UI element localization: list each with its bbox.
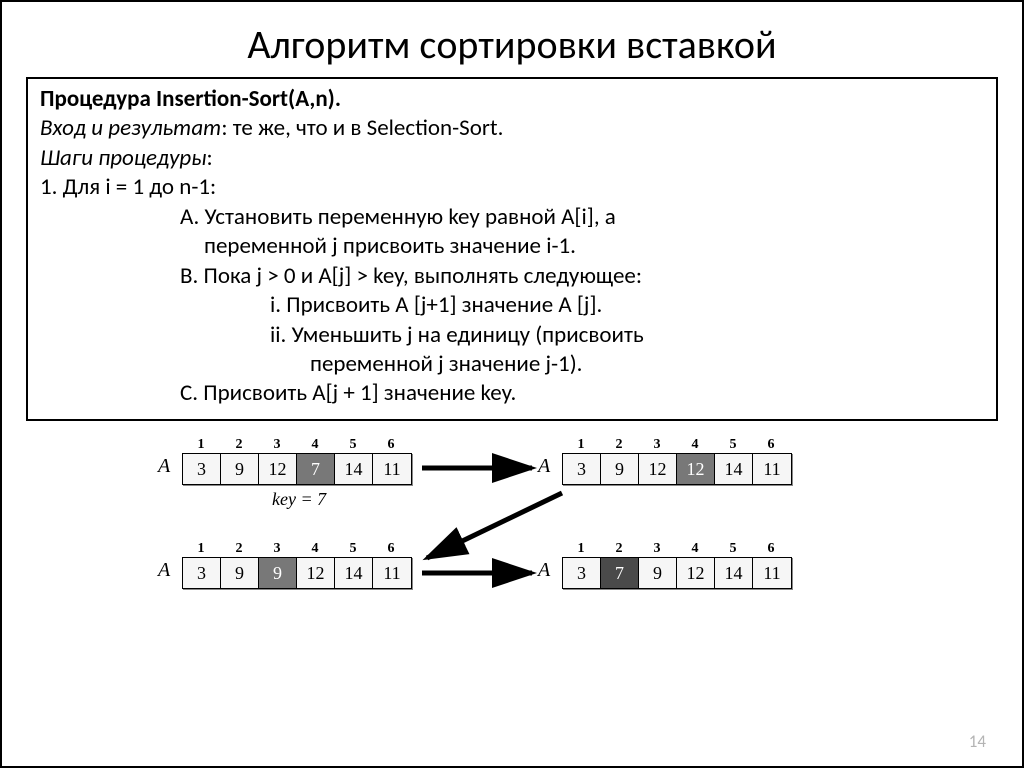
array-cell: 11 <box>753 454 791 484</box>
index-row: 123456 <box>562 437 792 453</box>
index-cell: 2 <box>220 437 258 453</box>
array-cell: 14 <box>715 454 753 484</box>
array-cell: 3 <box>563 454 601 484</box>
index-cell: 1 <box>562 437 600 453</box>
array-label: A <box>158 559 170 582</box>
array-br: A123456379121411 <box>562 541 792 589</box>
io-text: : те же, что и в Selection-Sort. <box>221 114 503 142</box>
array-cell: 14 <box>335 558 373 588</box>
array-tr: A1234563912121411 <box>562 437 792 485</box>
array-cell: 11 <box>373 454 411 484</box>
index-cell: 2 <box>600 437 638 453</box>
insertion-sort-diagram: A123456391271411 A1234563912121411 A1234… <box>132 433 892 623</box>
index-cell: 4 <box>296 541 334 557</box>
steps-label: Шаги процедуры <box>40 144 207 172</box>
step-B-i: i. Присвоить A [j+1] значение A [j]. <box>40 291 984 320</box>
index-cell: 5 <box>334 437 372 453</box>
index-cell: 1 <box>562 541 600 557</box>
array-cell: 12 <box>259 454 297 484</box>
array-cell: 3 <box>563 558 601 588</box>
page-number: 14 <box>969 731 986 752</box>
array-cell: 9 <box>259 558 297 588</box>
array-cell: 11 <box>373 558 411 588</box>
index-cell: 2 <box>220 541 258 557</box>
step-1: 1. Для i = 1 до n-1: <box>40 173 984 202</box>
index-cell: 6 <box>752 437 790 453</box>
slide-title: Алгоритм сортировки вставкой <box>2 2 1022 77</box>
cell-row: 379121411 <box>562 557 792 589</box>
array-cell: 9 <box>601 454 639 484</box>
array-cell: 7 <box>297 454 335 484</box>
index-cell: 6 <box>372 437 410 453</box>
cell-row: 391271411 <box>182 453 412 485</box>
step-B: B. Пока j > 0 и A[j] > key, выполнять сл… <box>40 262 984 291</box>
cell-row: 399121411 <box>182 557 412 589</box>
array-label: A <box>158 455 170 478</box>
io-label: Вход и результат <box>40 114 221 142</box>
index-row: 123456 <box>182 437 412 453</box>
index-cell: 5 <box>714 541 752 557</box>
array-cell: 12 <box>297 558 335 588</box>
index-cell: 4 <box>676 541 714 557</box>
array-cell: 11 <box>753 558 791 588</box>
index-cell: 3 <box>638 541 676 557</box>
io-line: Вход и результат: те же, что и в Selecti… <box>40 114 984 143</box>
step-B-ii-1: ii. Уменьшить j на единицу (присвоить <box>40 321 984 350</box>
key-label: key = 7 <box>272 489 326 510</box>
index-cell: 3 <box>258 541 296 557</box>
index-cell: 6 <box>752 541 790 557</box>
array-tl: A123456391271411 <box>182 437 412 485</box>
index-cell: 5 <box>714 437 752 453</box>
index-cell: 2 <box>600 541 638 557</box>
index-row: 123456 <box>562 541 792 557</box>
step-B-ii-2: переменной j значение j-1). <box>40 350 984 379</box>
array-cell: 9 <box>221 454 259 484</box>
array-cell: 12 <box>639 454 677 484</box>
array-cell: 12 <box>677 558 715 588</box>
array-cell: 3 <box>183 454 221 484</box>
step-C: C. Присвоить A[j + 1] значение key. <box>40 379 984 408</box>
procedure-heading: Процедура Insertion-Sort(A,n). <box>40 85 984 114</box>
array-label: A <box>538 455 550 478</box>
array-cell: 9 <box>221 558 259 588</box>
index-cell: 4 <box>676 437 714 453</box>
cell-row: 3912121411 <box>562 453 792 485</box>
step-A-1: A. Установить переменную key равной A[i]… <box>40 203 984 232</box>
index-cell: 3 <box>638 437 676 453</box>
procedure-box: Процедура Insertion-Sort(A,n). Вход и ре… <box>26 77 998 421</box>
step-A-2: переменной j присвоить значение i-1. <box>40 232 984 261</box>
index-cell: 1 <box>182 541 220 557</box>
steps-label-line: Шаги процедуры: <box>40 144 984 173</box>
array-cell: 3 <box>183 558 221 588</box>
array-cell: 12 <box>677 454 715 484</box>
array-cell: 14 <box>335 454 373 484</box>
array-cell: 9 <box>639 558 677 588</box>
index-cell: 1 <box>182 437 220 453</box>
array-cell: 14 <box>715 558 753 588</box>
array-cell: 7 <box>601 558 639 588</box>
index-cell: 5 <box>334 541 372 557</box>
array-label: A <box>538 559 550 582</box>
index-cell: 6 <box>372 541 410 557</box>
index-cell: 4 <box>296 437 334 453</box>
index-cell: 3 <box>258 437 296 453</box>
array-bl: A123456399121411 <box>182 541 412 589</box>
index-row: 123456 <box>182 541 412 557</box>
